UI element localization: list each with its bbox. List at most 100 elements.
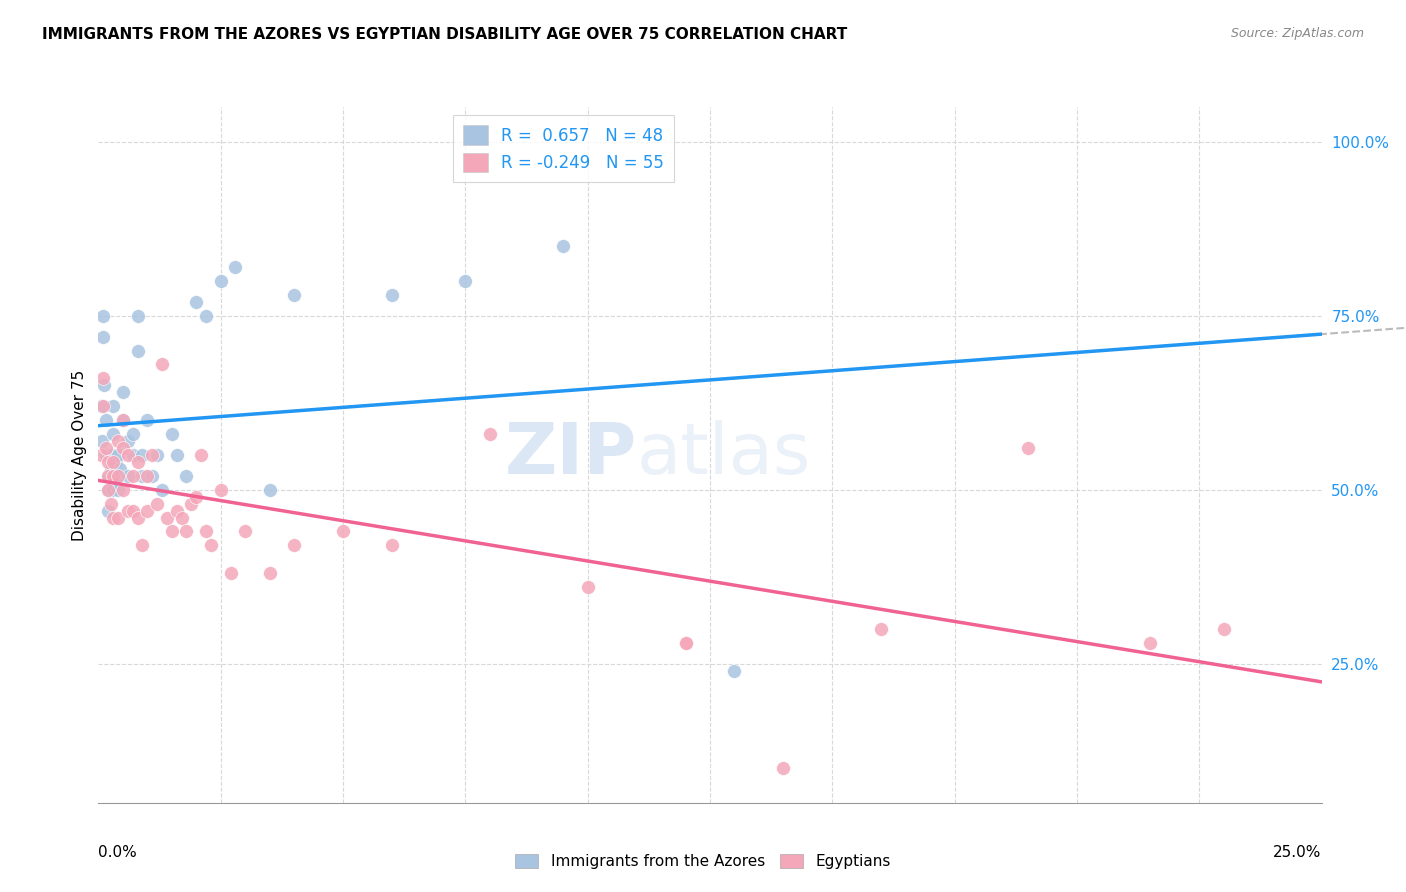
Point xyxy=(121,448,143,462)
Point xyxy=(141,448,163,462)
Point xyxy=(224,260,246,274)
Point xyxy=(111,413,134,427)
Point xyxy=(91,329,114,343)
Point xyxy=(98,448,121,462)
Y-axis label: Disability Age Over 75: Disability Age Over 75 xyxy=(72,369,87,541)
Text: 25.0%: 25.0% xyxy=(1274,845,1322,860)
Point xyxy=(91,434,114,448)
Point xyxy=(209,483,232,497)
Point xyxy=(166,503,188,517)
Point xyxy=(146,497,169,511)
Point xyxy=(97,468,120,483)
Point xyxy=(101,468,124,483)
Point xyxy=(723,664,745,678)
Point xyxy=(127,510,149,524)
Point xyxy=(117,468,139,483)
Point xyxy=(101,427,124,442)
Point xyxy=(150,358,173,372)
Legend: R =  0.657   N = 48, R = -0.249   N = 55: R = 0.657 N = 48, R = -0.249 N = 55 xyxy=(453,115,673,182)
Point xyxy=(111,441,134,455)
Point xyxy=(478,427,501,442)
Text: IMMIGRANTS FROM THE AZORES VS EGYPTIAN DISABILITY AGE OVER 75 CORRELATION CHART: IMMIGRANTS FROM THE AZORES VS EGYPTIAN D… xyxy=(42,27,848,42)
Point xyxy=(107,434,129,448)
Point xyxy=(90,399,112,413)
Point xyxy=(91,309,114,323)
Point xyxy=(146,448,169,462)
Point xyxy=(176,468,198,483)
Point xyxy=(101,448,124,462)
Point xyxy=(93,378,115,392)
Point xyxy=(94,448,117,462)
Point xyxy=(110,462,132,476)
Legend: Immigrants from the Azores, Egyptians: Immigrants from the Azores, Egyptians xyxy=(509,848,897,875)
Point xyxy=(180,497,202,511)
Point xyxy=(127,309,149,323)
Point xyxy=(121,503,143,517)
Point xyxy=(127,455,149,469)
Point xyxy=(1139,636,1161,650)
Point xyxy=(117,448,139,462)
Point xyxy=(675,636,697,650)
Point xyxy=(101,483,124,497)
Point xyxy=(131,538,153,552)
Point xyxy=(170,510,193,524)
Point xyxy=(870,622,893,636)
Point xyxy=(381,538,404,552)
Point xyxy=(150,483,173,497)
Point xyxy=(104,455,127,469)
Point xyxy=(233,524,256,539)
Point xyxy=(97,483,120,497)
Point xyxy=(136,413,159,427)
Point xyxy=(209,274,232,288)
Point xyxy=(772,761,794,775)
Point xyxy=(97,483,120,497)
Point xyxy=(283,538,305,552)
Point xyxy=(219,566,242,581)
Text: ZIP: ZIP xyxy=(505,420,637,490)
Point xyxy=(107,468,129,483)
Point xyxy=(454,274,477,288)
Point xyxy=(121,468,143,483)
Text: 0.0%: 0.0% xyxy=(98,845,138,860)
Point xyxy=(100,497,122,511)
Point xyxy=(111,483,134,497)
Point xyxy=(107,448,129,462)
Point xyxy=(160,524,183,539)
Point xyxy=(91,399,114,413)
Point xyxy=(136,503,159,517)
Point xyxy=(97,468,120,483)
Point xyxy=(101,455,124,469)
Point xyxy=(97,455,120,469)
Point xyxy=(91,371,114,385)
Point xyxy=(156,510,179,524)
Point xyxy=(195,524,218,539)
Point xyxy=(332,524,354,539)
Point xyxy=(107,468,129,483)
Point xyxy=(107,510,129,524)
Point xyxy=(1017,441,1039,455)
Point xyxy=(283,288,305,302)
Point xyxy=(111,385,134,400)
Point xyxy=(101,399,124,413)
Point xyxy=(141,468,163,483)
Text: Source: ZipAtlas.com: Source: ZipAtlas.com xyxy=(1230,27,1364,40)
Point xyxy=(259,566,281,581)
Point xyxy=(131,448,153,462)
Point xyxy=(90,448,112,462)
Point xyxy=(94,413,117,427)
Point xyxy=(166,448,188,462)
Text: atlas: atlas xyxy=(637,420,811,490)
Point xyxy=(553,239,575,253)
Point xyxy=(117,434,139,448)
Point xyxy=(160,427,183,442)
Point xyxy=(186,294,208,309)
Point xyxy=(97,503,120,517)
Point xyxy=(186,490,208,504)
Point xyxy=(131,468,153,483)
Point xyxy=(107,483,129,497)
Point xyxy=(100,462,122,476)
Point xyxy=(94,441,117,455)
Point xyxy=(136,468,159,483)
Point xyxy=(190,448,212,462)
Point xyxy=(111,413,134,427)
